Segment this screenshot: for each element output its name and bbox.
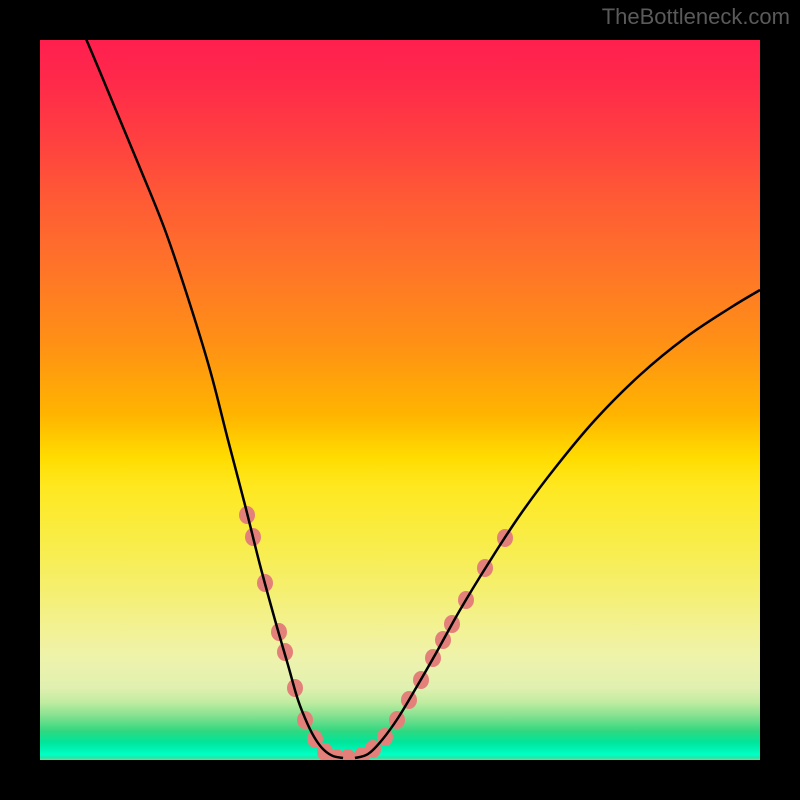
plot-area (40, 40, 760, 760)
gradient-background (40, 40, 760, 760)
watermark-text: TheBottleneck.com (602, 4, 790, 30)
